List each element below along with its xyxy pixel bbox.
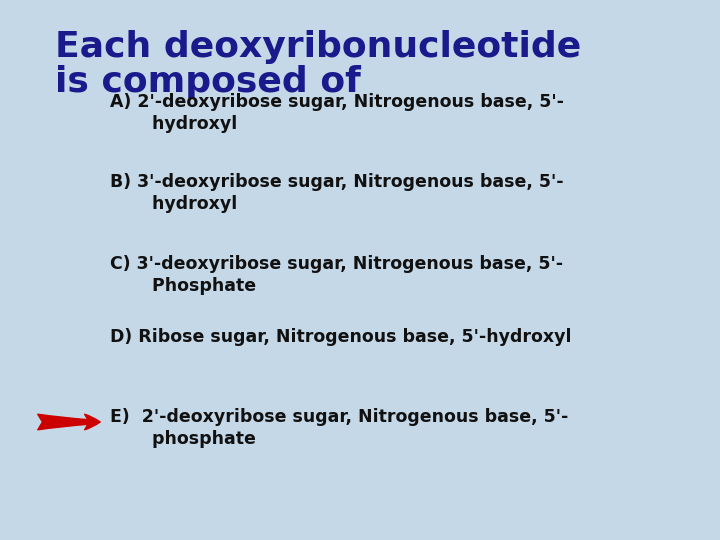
Text: A) 2'-deoxyribose sugar, Nitrogenous base, 5'-: A) 2'-deoxyribose sugar, Nitrogenous bas… [110,93,564,111]
Text: C) 3'-deoxyribose sugar, Nitrogenous base, 5'-: C) 3'-deoxyribose sugar, Nitrogenous bas… [110,255,563,273]
Text: Each deoxyribonucleotide: Each deoxyribonucleotide [55,30,581,64]
Text: E)  2'-deoxyribose sugar, Nitrogenous base, 5'-: E) 2'-deoxyribose sugar, Nitrogenous bas… [110,408,568,426]
Text: hydroxyl: hydroxyl [110,115,238,133]
Text: hydroxyl: hydroxyl [110,195,238,213]
Text: is composed of: is composed of [55,65,361,99]
Text: D) Ribose sugar, Nitrogenous base, 5'-hydroxyl: D) Ribose sugar, Nitrogenous base, 5'-hy… [110,328,572,346]
Text: B) 3'-deoxyribose sugar, Nitrogenous base, 5'-: B) 3'-deoxyribose sugar, Nitrogenous bas… [110,173,564,191]
Text: phosphate: phosphate [110,430,256,448]
Text: Phosphate: Phosphate [110,277,256,295]
